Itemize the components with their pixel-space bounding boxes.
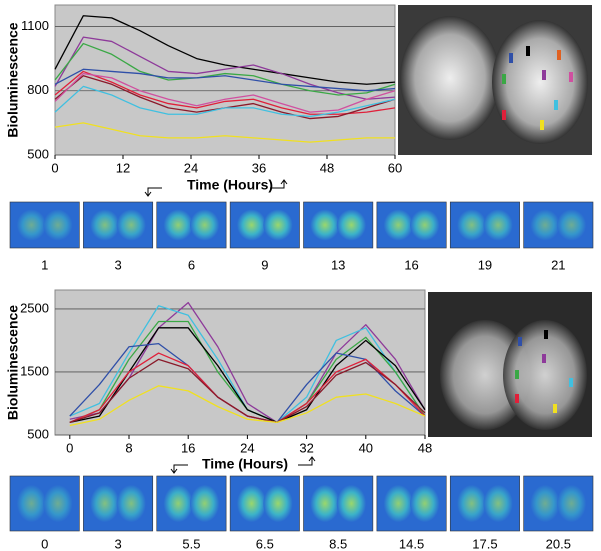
arrow xyxy=(270,179,288,189)
x-tick-label: 60 xyxy=(388,160,402,175)
thumbnail-signal xyxy=(336,209,367,241)
x-tick-label: 48 xyxy=(320,160,334,175)
thumbnail-label: 3 xyxy=(114,536,121,551)
thumbnail-signal xyxy=(556,209,587,241)
x-tick-label: 24 xyxy=(184,160,198,175)
thumbnail-label: 20.5 xyxy=(546,536,571,551)
thumbnail-label: 13 xyxy=(331,257,345,272)
thumbnail-signal xyxy=(483,484,513,523)
y-tick-label: 1100 xyxy=(21,18,49,33)
y-tick-label: 1500 xyxy=(20,363,49,378)
x-tick-label: 0 xyxy=(51,160,58,175)
thumbnail-label: 9 xyxy=(261,257,268,272)
thumbnail-label: 6 xyxy=(188,257,195,272)
x-axis-title: Time (Hours) xyxy=(202,456,288,472)
series-line xyxy=(54,122,395,143)
x-tick-label: 32 xyxy=(299,440,313,455)
thumbnail-label: 5.5 xyxy=(182,536,200,551)
thumbnail-signal xyxy=(90,484,120,523)
thumbnail-signal xyxy=(263,484,293,523)
y-axis-title: Bioluminescence xyxy=(5,305,21,420)
micrograph-blob xyxy=(503,320,587,430)
thumbnail-signal xyxy=(189,209,220,241)
thumbnail-signal xyxy=(263,209,293,241)
roi-markers xyxy=(502,46,573,130)
thumbnail-signal xyxy=(530,484,560,523)
x-tick-label: 24 xyxy=(240,440,254,455)
thumbnail-signal xyxy=(457,209,487,241)
thumbnail-signal xyxy=(189,484,220,523)
series-line xyxy=(54,42,396,96)
thumbnail-label: 19 xyxy=(478,257,492,272)
thumbnail-signal xyxy=(236,484,267,523)
thumbnail-signal xyxy=(410,484,440,523)
y-axis-title: Bioluminescence xyxy=(5,22,21,137)
thumbnail-signal xyxy=(383,484,414,523)
thumbnail-signal xyxy=(310,484,340,523)
thumbnail-signal xyxy=(163,484,193,523)
arrow xyxy=(298,456,316,466)
x-tick-label: 16 xyxy=(181,440,195,455)
series-line xyxy=(69,385,426,427)
thumbnail-label: 14.5 xyxy=(399,536,424,551)
thumbnail-signal xyxy=(310,209,340,241)
x-tick-label: 36 xyxy=(252,160,266,175)
thumbnail-label: 17.5 xyxy=(472,536,497,551)
x-axis-title: Time (Hours) xyxy=(187,177,273,193)
y-tick-label: 500 xyxy=(27,146,49,161)
series-line xyxy=(54,68,396,92)
x-tick-label: 48 xyxy=(418,440,432,455)
thumbnail-label: 21 xyxy=(551,257,565,272)
series-line xyxy=(54,85,396,118)
thumbnail-signal xyxy=(90,209,120,241)
micrograph-blob xyxy=(400,16,500,140)
series-line xyxy=(54,36,396,100)
plot-area xyxy=(54,4,396,156)
x-tick-label: 8 xyxy=(125,440,132,455)
roi-markers xyxy=(515,330,573,413)
series-line xyxy=(69,358,426,424)
arrow xyxy=(144,187,162,197)
y-tick-label: 2500 xyxy=(20,300,49,315)
thumbnail-signal xyxy=(163,209,193,241)
arrow xyxy=(170,464,188,474)
x-tick-label: 40 xyxy=(359,440,373,455)
thumbnail-signal xyxy=(457,484,487,523)
thumbnail-signal xyxy=(116,209,146,241)
thumbnail-signal xyxy=(383,209,414,241)
micrograph-blob xyxy=(440,320,530,430)
thumbnail-signal xyxy=(116,484,146,523)
thumbnail-label: 16 xyxy=(404,257,418,272)
thumbnail-label: 1 xyxy=(41,257,48,272)
series-line xyxy=(54,15,396,85)
thumbnail-label: 0 xyxy=(41,536,48,551)
thumbnail-signal xyxy=(43,484,73,523)
thumbnail-signal xyxy=(43,209,73,241)
thumbnail-signal xyxy=(16,209,47,241)
thumbnail-signal xyxy=(336,484,367,523)
thumbnail-signal xyxy=(410,209,440,241)
series-line xyxy=(54,72,396,113)
y-tick-label: 500 xyxy=(27,426,49,441)
series-line xyxy=(54,70,396,115)
thumbnail-label: 3 xyxy=(114,257,121,272)
x-tick-label: 12 xyxy=(116,160,130,175)
thumbnail-signal xyxy=(483,209,513,241)
thumbnail-signal xyxy=(556,484,587,523)
thumbnail-label: 8.5 xyxy=(329,536,347,551)
y-tick-label: 800 xyxy=(27,82,49,97)
thumbnail-signal xyxy=(530,209,560,241)
thumbnail-signal xyxy=(236,209,267,241)
thumbnail-signal xyxy=(16,484,47,523)
x-tick-label: 0 xyxy=(66,440,73,455)
thumbnail-label: 6.5 xyxy=(256,536,274,551)
micrograph-blob xyxy=(492,20,588,144)
